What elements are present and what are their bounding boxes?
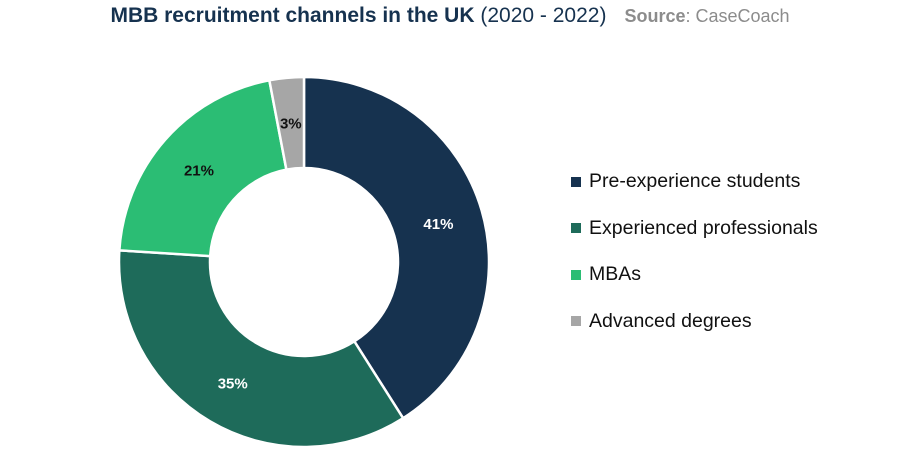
legend-item: Pre-experience students xyxy=(571,170,818,193)
legend-swatch xyxy=(571,176,581,187)
source-label: Source xyxy=(624,6,686,26)
legend-label: MBAs xyxy=(589,263,642,285)
slice-advanced-degrees xyxy=(267,75,306,172)
data-label: 35% xyxy=(218,376,248,393)
legend-item: Advanced degrees xyxy=(571,310,818,333)
source-value: : CaseCoach xyxy=(685,6,790,26)
slice-mbas xyxy=(118,78,288,258)
title-period: (2020 - 2022) xyxy=(480,4,607,27)
data-label: 3% xyxy=(280,116,302,133)
legend-swatch xyxy=(571,316,581,326)
title-main: MBB recruitment channels in the UK xyxy=(110,4,475,27)
slice-experienced-professionals xyxy=(117,249,405,449)
legend-label: Advanced degrees xyxy=(589,309,752,332)
legend-label: Pre-experience students xyxy=(589,170,801,192)
data-label: 21% xyxy=(184,162,214,179)
source: Source: CaseCoach xyxy=(624,6,789,26)
slice-pre-experience-students xyxy=(302,75,491,420)
legend: Pre-experience students Experienced profe… xyxy=(571,170,818,356)
legend-swatch xyxy=(571,269,581,280)
chart-title: MBB recruitment channels in the UK (2020… xyxy=(0,4,900,28)
legend-label: Experienced professionals xyxy=(589,216,818,239)
legend-swatch xyxy=(571,223,581,233)
legend-item: Experienced professionals xyxy=(571,217,818,240)
legend-item: MBAs xyxy=(571,263,818,286)
data-label: 41% xyxy=(423,216,453,233)
